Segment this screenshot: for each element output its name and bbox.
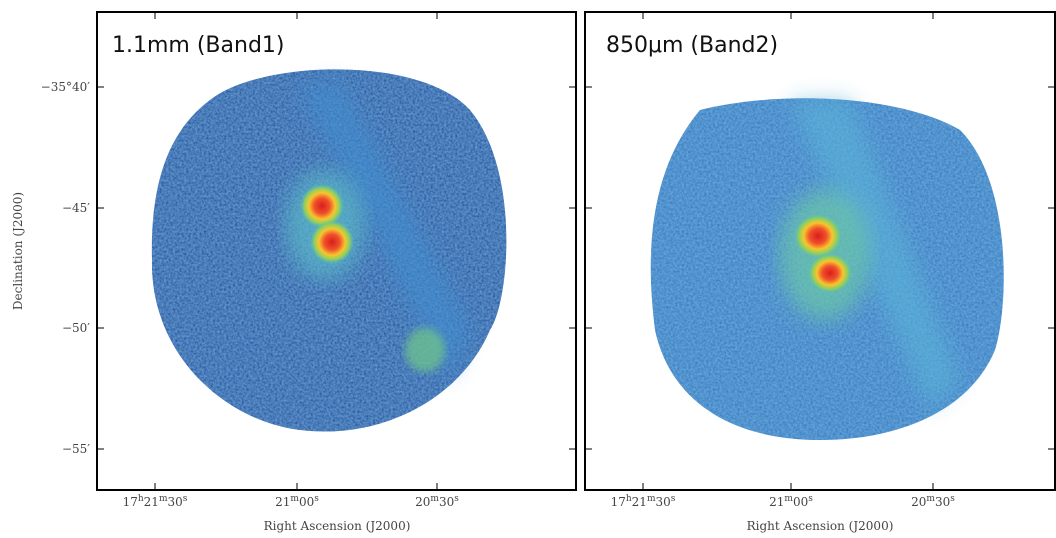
x-tick-part: 21 (769, 495, 784, 509)
x-tick-part: 30 (168, 495, 183, 509)
x-tick-part: s (808, 494, 813, 504)
x-axis-label: Right Ascension (J2000) (747, 519, 894, 533)
x-tick-label: 17h21m30s (611, 494, 676, 509)
x-tick-part: m (430, 494, 439, 504)
x-tick-label: 20m30s (415, 494, 459, 509)
x-axis-label: Right Ascension (J2000) (264, 519, 411, 533)
panel-label: 850μm (Band2) (606, 33, 778, 58)
x-tick-part: m (926, 494, 935, 504)
x-tick-part: 21 (632, 495, 647, 509)
y-tick-label: −45′ (62, 201, 90, 215)
sky-image (650, 98, 1004, 440)
panel-label: 1.1mm (Band1) (112, 33, 285, 58)
x-tick-part: m (647, 494, 656, 504)
y-tick-label: −55′ (62, 442, 90, 456)
x-tick-part: 21 (275, 495, 290, 509)
sky-image (151, 69, 507, 432)
x-tick-part: s (314, 494, 319, 504)
x-tick-part: 30 (656, 495, 671, 509)
y-tick-label: −35°40′ (41, 80, 91, 94)
x-tick-part: s (671, 494, 676, 504)
x-tick-part: 17 (123, 495, 138, 509)
x-tick-part: h (626, 494, 632, 504)
x-tick-part: s (454, 494, 459, 504)
x-tick-part: 30 (935, 495, 950, 509)
x-tick-part: s (950, 494, 955, 504)
x-tick-part: 30 (439, 495, 454, 509)
y-axis-label: Declination (J2000) (11, 192, 25, 310)
x-tick-label: 17h21m30s (123, 494, 188, 509)
x-tick-part: s (183, 494, 188, 504)
x-tick-label: 21m00s (275, 494, 319, 509)
x-tick-part: 20 (911, 495, 926, 509)
x-tick-part: m (159, 494, 168, 504)
x-tick-part: 21 (144, 495, 159, 509)
x-tick-part: m (290, 494, 299, 504)
x-tick-part: 00 (299, 495, 314, 509)
x-tick-part: 17 (611, 495, 626, 509)
x-tick-part: m (784, 494, 793, 504)
x-tick-label: 21m00s (769, 494, 813, 509)
x-tick-part: h (138, 494, 144, 504)
x-tick-part: 00 (793, 495, 808, 509)
x-tick-label: 20m30s (911, 494, 955, 509)
x-tick-part: 20 (415, 495, 430, 509)
y-tick-label: −50′ (62, 321, 90, 335)
